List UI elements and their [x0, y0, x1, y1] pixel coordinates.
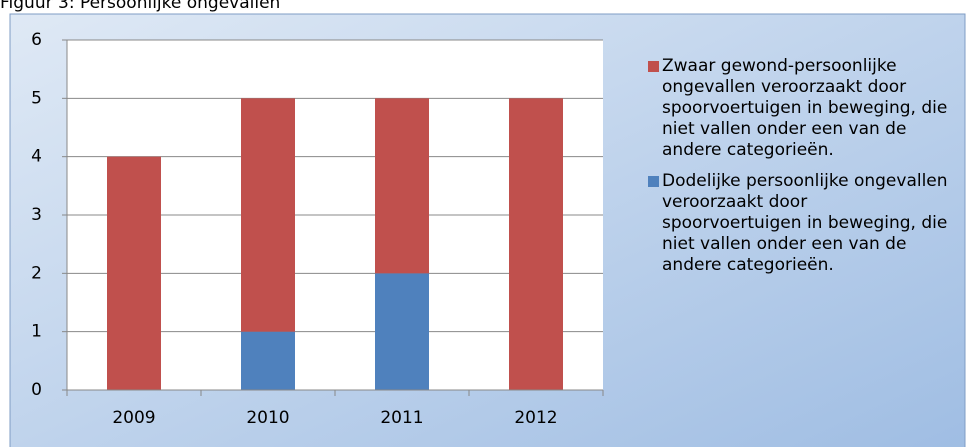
y-tick-label: 1 — [31, 322, 42, 342]
legend-item: Zwaar gewond-persoonlijke ongevallen ver… — [648, 56, 948, 161]
legend: Zwaar gewond-persoonlijke ongevallen ver… — [648, 56, 948, 286]
y-tick-label: 0 — [31, 380, 42, 400]
x-tick-label: 2009 — [112, 408, 155, 428]
y-tick-label: 5 — [31, 88, 42, 108]
legend-swatch — [648, 176, 659, 187]
y-tick-label: 4 — [31, 147, 42, 167]
y-tick-label: 2 — [31, 263, 42, 283]
legend-item: Dodelijke persoonlijke ongevallen veroor… — [648, 171, 948, 276]
x-tick-label: 2012 — [514, 408, 557, 428]
legend-label: Zwaar gewond-persoonlijke ongevallen ver… — [662, 56, 948, 160]
bar-segment — [241, 331, 295, 390]
x-tick-label: 2011 — [380, 408, 423, 428]
chart-title: Figuur 3: Persoonlijke ongevallen — [0, 0, 280, 13]
bar-segment — [375, 273, 429, 390]
bar-segment — [241, 98, 295, 332]
legend-label: Dodelijke persoonlijke ongevallen veroor… — [662, 171, 948, 275]
y-tick-label: 6 — [31, 30, 42, 50]
bar-segment — [509, 98, 563, 390]
x-tick-label: 2010 — [246, 408, 289, 428]
legend-swatch — [648, 61, 659, 72]
bar-segment — [375, 98, 429, 274]
y-tick-label: 3 — [31, 205, 42, 225]
bar-segment — [107, 156, 161, 390]
